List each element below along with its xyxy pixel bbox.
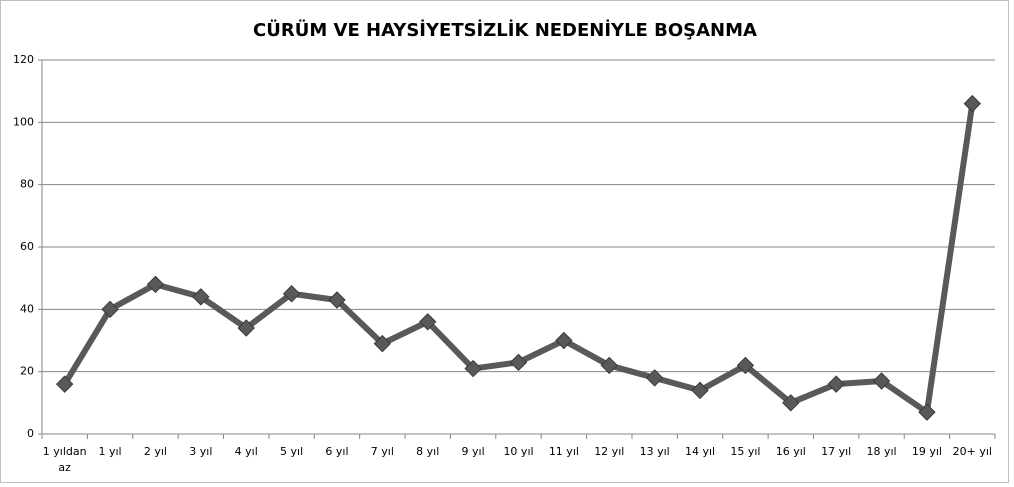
x-tick-label: 19 yıl (912, 445, 942, 458)
x-tick-label: 5 yıl (280, 445, 303, 458)
x-tick-label: 20+ yıl (953, 445, 992, 458)
x-tick-label: 1 yıldan az (43, 445, 87, 474)
data-marker (691, 381, 709, 400)
x-tick-label: 1 yıl (99, 445, 122, 458)
y-tick-label: 40 (20, 302, 34, 315)
x-tick-label: 4 yıl (235, 445, 258, 458)
data-marker (464, 359, 482, 378)
data-marker (645, 369, 664, 387)
x-tick-label: 7 yıl (371, 445, 394, 458)
data-marker (600, 356, 618, 375)
data-marker (237, 319, 255, 337)
x-tick-label: 16 yıl (776, 445, 806, 458)
x-tick-label: 18 yıl (866, 445, 896, 458)
x-tick-label: 12 yıl (594, 445, 624, 458)
data-marker (373, 334, 392, 353)
data-marker (827, 375, 845, 393)
y-tick-label: 100 (13, 115, 34, 128)
data-marker (736, 356, 755, 375)
data-marker (101, 300, 119, 319)
data-marker (192, 288, 210, 306)
data-marker (146, 275, 165, 294)
y-tick-label: 60 (20, 240, 34, 253)
x-tick-label: 17 yıl (821, 445, 851, 458)
y-tick-label: 80 (20, 178, 34, 191)
x-tick-label: 11 yıl (549, 445, 579, 458)
data-marker (918, 403, 936, 421)
data-marker (419, 313, 437, 331)
x-tick-label: 2 yıl (144, 445, 167, 458)
y-tick-label: 120 (13, 53, 34, 66)
x-tick-label: 8 yıl (416, 445, 439, 458)
x-tick-label: 13 yıl (640, 445, 670, 458)
y-tick-label: 20 (20, 365, 34, 378)
y-tick-label: 0 (27, 427, 34, 440)
x-tick-label: 14 yıl (685, 445, 715, 458)
data-marker (555, 331, 573, 350)
data-marker (782, 394, 800, 412)
x-tick-label: 6 yıl (325, 445, 348, 458)
x-tick-label: 15 yıl (730, 445, 760, 458)
chart-title: CÜRÜM VE HAYSİYETSİZLİK NEDENİYLE BOŞANM… (253, 19, 757, 41)
data-marker (963, 94, 982, 113)
x-tick-label: 9 yıl (462, 445, 485, 458)
data-marker (872, 372, 891, 390)
x-tick-label: 10 yıl (503, 445, 533, 458)
data-marker (55, 375, 74, 393)
data-marker (282, 285, 301, 303)
x-tick-label: 3 yıl (189, 445, 212, 458)
data-marker (328, 291, 346, 309)
data-marker (509, 353, 528, 372)
